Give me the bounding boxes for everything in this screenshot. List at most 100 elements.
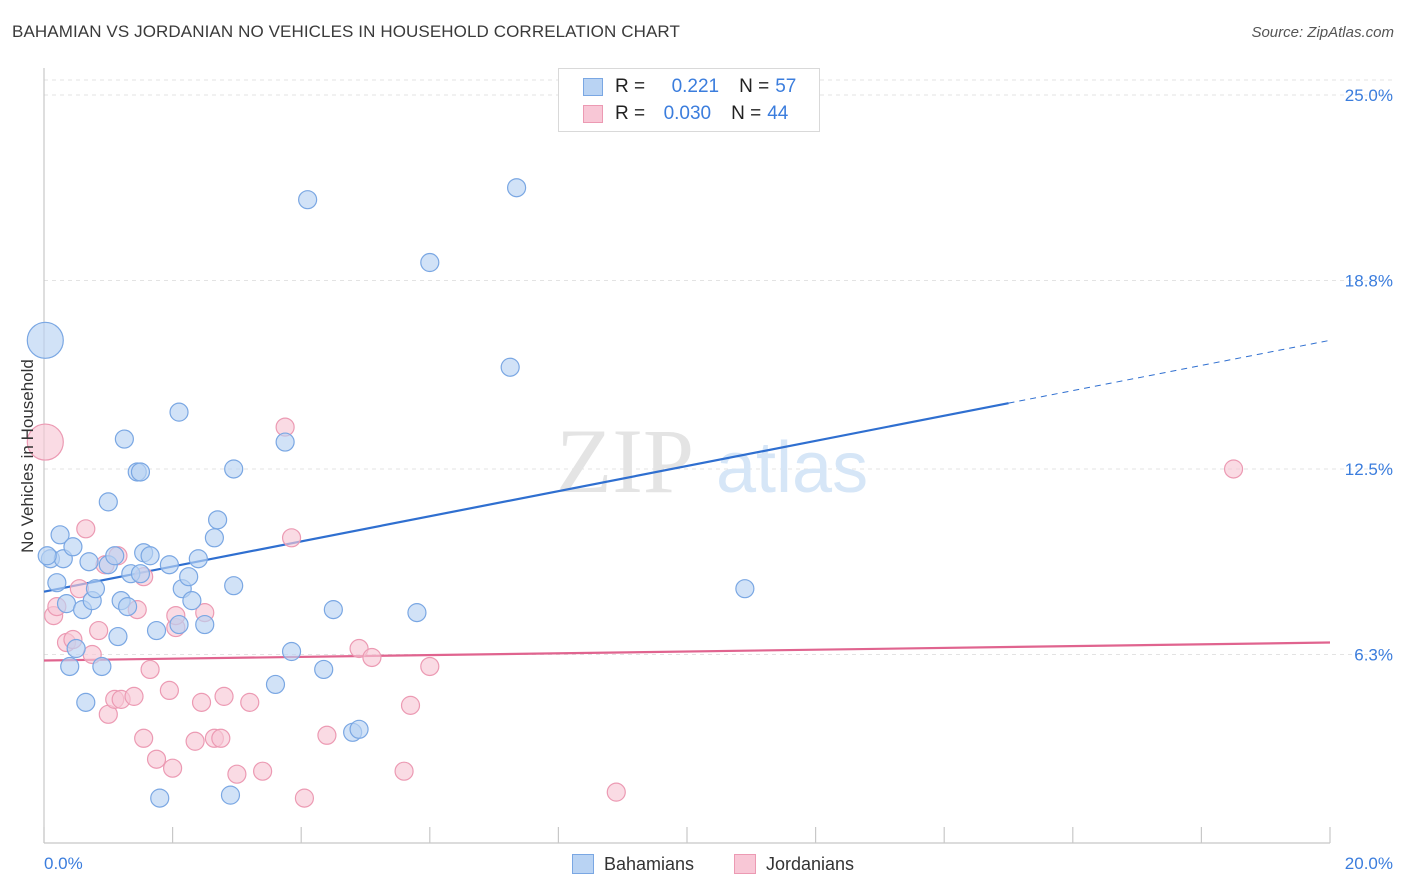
data-point-bahamian — [182, 591, 202, 611]
data-point-jordanian — [134, 728, 154, 748]
data-point-jordanian — [185, 731, 205, 751]
data-point-bahamian — [117, 597, 138, 617]
data-point-bahamian — [735, 579, 755, 599]
legend-swatch-jordanians — [583, 105, 603, 123]
data-point-jordanian — [317, 725, 337, 745]
data-point-jordanian — [294, 788, 315, 808]
legend-n-label: N = — [731, 103, 762, 124]
data-point-bahamian — [204, 528, 224, 548]
data-point-bahamian — [108, 626, 128, 647]
data-point-bahamian — [420, 252, 440, 273]
data-point-bahamian — [150, 788, 170, 808]
data-point-bahamian — [130, 564, 151, 584]
data-point-jordanian — [240, 692, 260, 712]
data-point-bahamian — [169, 402, 189, 422]
data-point-bahamian — [130, 462, 151, 482]
data-point-jordanian — [214, 686, 234, 706]
data-point-jordanian — [253, 761, 273, 781]
legend-n-value: 57 — [775, 76, 797, 97]
legend-r-value: 0.221 — [671, 76, 720, 97]
legend-r-label: R = — [615, 76, 646, 97]
source-credit: Source: ZipAtlas.com — [1251, 24, 1394, 41]
data-point-jordanian — [191, 692, 212, 712]
data-point-bahamian — [85, 579, 106, 599]
x-tick-label-max: 20.0% — [1345, 854, 1393, 873]
data-point-jordanian — [124, 686, 144, 706]
y-axis-label: No Vehicles in Household — [18, 359, 37, 553]
data-point-bahamian — [275, 432, 295, 452]
data-point-bahamian — [63, 537, 83, 557]
data-point-bahamian — [314, 659, 334, 680]
data-point-bahamian — [208, 510, 228, 530]
data-point-bahamian — [169, 614, 189, 635]
data-point-jordanian — [227, 764, 247, 784]
data-point-jordanian — [281, 528, 302, 548]
bottom-legend-jordanians: Jordanians — [734, 852, 854, 876]
data-point-bahamian — [76, 692, 96, 712]
y-tick-label: 12.5% — [1345, 460, 1393, 479]
x-tick-label-min: 0.0% — [44, 854, 83, 873]
data-point-bahamian — [56, 594, 77, 614]
data-point-bahamian — [146, 620, 167, 641]
legend-r-value: 0.030 — [663, 103, 712, 124]
data-point-bahamian — [79, 552, 99, 572]
data-point-bahamian — [195, 614, 215, 635]
data-point-bahamian — [50, 525, 70, 545]
bottom-legend-swatch-bahamians — [572, 854, 594, 874]
data-point-jordanian — [420, 656, 440, 677]
data-point-jordanian — [89, 620, 109, 641]
data-point-jordanian — [146, 749, 167, 769]
y-tick-label: 18.8% — [1345, 271, 1393, 290]
data-point-bahamian — [500, 357, 520, 377]
data-point-bahamian — [105, 546, 125, 566]
data-point-bahamian — [281, 641, 302, 662]
watermark-atlas: atlas — [716, 428, 868, 508]
data-point-jordanian — [606, 782, 626, 802]
data-point-bahamian — [407, 603, 427, 623]
bottom-legend-swatch-jordanians — [734, 854, 756, 874]
y-tick-label: 6.3% — [1354, 645, 1393, 664]
legend-swatch-bahamians — [583, 78, 603, 96]
series-jordanians — [26, 417, 1244, 808]
trend-line-bahamians-extrapolated — [1008, 339, 1331, 404]
bottom-legend-label-bahamians: Bahamians — [604, 853, 695, 874]
data-point-bahamian — [179, 567, 199, 587]
gridlines — [44, 79, 1393, 655]
legend-row-bahamians: R = 0.221 N = 57 — [583, 75, 796, 99]
data-point-bahamian — [224, 576, 244, 596]
bottom-legend-label-jordanians: Jordanians — [766, 853, 855, 874]
watermark-zip: ZIP — [556, 410, 694, 512]
legend-r-label: R = — [615, 103, 646, 124]
data-point-jordanian — [362, 647, 382, 668]
data-point-jordanian — [140, 659, 160, 680]
y-tick-label: 25.0% — [1345, 86, 1393, 105]
correlation-legend: R = 0.221 N = 57 R = 0.030 N = 44 — [558, 68, 820, 132]
data-point-jordanian — [1223, 459, 1244, 479]
data-point-bahamian — [60, 656, 80, 677]
trend-line-jordanians — [43, 641, 1331, 662]
data-point-jordanian — [26, 423, 64, 461]
data-point-bahamian — [26, 321, 64, 359]
data-point-bahamian — [224, 459, 244, 479]
data-point-bahamian — [114, 429, 134, 449]
data-point-bahamian — [323, 600, 343, 620]
legend-n-label: N = — [739, 76, 770, 97]
data-point-bahamian — [66, 638, 86, 659]
data-point-bahamian — [298, 190, 318, 210]
data-point-bahamian — [47, 573, 67, 593]
bottom-legend-bahamians: Bahamians — [572, 852, 694, 876]
data-point-bahamian — [92, 656, 112, 677]
data-point-jordanian — [394, 761, 414, 781]
series-bahamians — [26, 178, 755, 808]
data-point-jordanian — [159, 680, 179, 701]
chart-title: BAHAMIAN VS JORDANIAN NO VEHICLES IN HOU… — [12, 22, 680, 41]
data-point-bahamian — [140, 546, 160, 566]
data-point-jordanian — [400, 695, 421, 715]
data-point-bahamian — [188, 549, 208, 569]
legend-n-value: 44 — [767, 103, 789, 124]
data-point-jordanian — [76, 519, 96, 539]
data-point-bahamian — [159, 555, 179, 575]
data-point-bahamian — [349, 719, 369, 739]
data-point-bahamian — [265, 674, 286, 695]
